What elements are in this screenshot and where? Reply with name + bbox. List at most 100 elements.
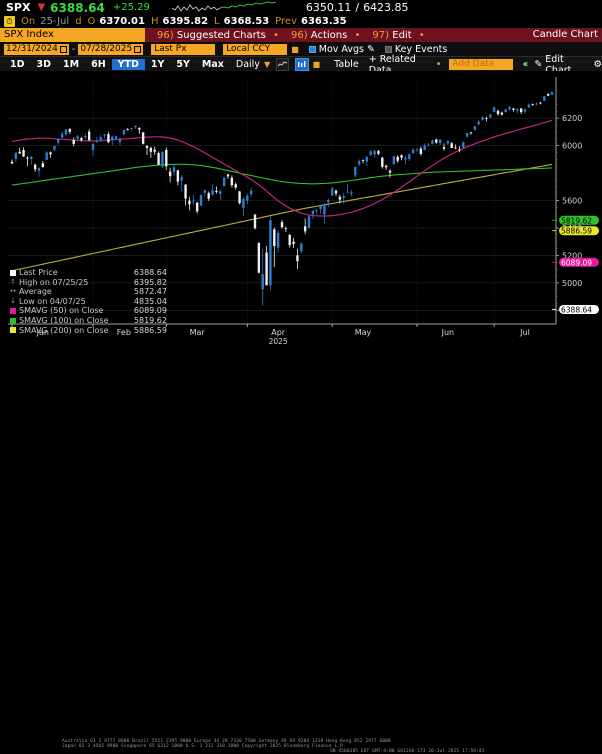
date-from-input[interactable]: 12/31/2024 [4,43,69,55]
period-max[interactable]: Max [201,59,224,70]
menu-actions[interactable]: 96) Actions • [291,30,360,41]
menu-number: 97) [372,29,390,41]
related-data-label: Related Data [368,53,416,76]
legend-row: Last Price 6388.64 [10,268,167,278]
legend-color-swatch [10,327,16,334]
chart-plot-area[interactable]: 48005000520054005600600062006388.646089.… [0,71,602,345]
interval-select[interactable]: Daily [235,59,260,70]
period-5y[interactable]: 5Y [176,59,190,70]
high-value: 6395.82 [162,16,209,27]
quote-header-row: SPX ▼ 6388.64 +25.29 6350.11 / 6423.85 [0,0,602,15]
down-arrow-icon: ▼ [37,1,46,13]
legend-row: SMAVG (200) on Close 5886.59 [10,326,167,336]
price-chart-svg: 48005000520054005600600062006388.646089.… [8,77,599,345]
legend-marker-icon: ↑ [10,277,16,286]
legend-label: SMAVG (100) on Close [19,315,109,325]
period-1d[interactable]: 1D [10,59,25,70]
period-code: d [75,16,82,27]
bar-chart-icon[interactable] [295,58,309,71]
footer-line-2: Japan 81 3 4565 8900 Singapore 65 6212 1… [62,744,346,749]
bid-ask-separator: / [355,1,360,14]
legend-value: 6388.64 [133,268,167,277]
related-data-dropdown-icon[interactable]: • [435,59,442,70]
legend-label: Last Price [19,268,58,277]
menu-label: Actions [310,29,348,41]
prev-label: Prev [275,16,297,27]
menu-label: Edit [392,29,412,41]
ohlc-header-row: ⏱ On 25-Jul d O 6370.01 H 6395.82 L 6368… [0,15,602,28]
legend-marker-icon: ↔ [10,287,16,296]
legend-value: 5886.59 [133,325,167,335]
chart-style-dropdown-icon[interactable]: ■ [312,60,321,69]
svg-text:Jan: Jan [36,328,49,337]
svg-text:Jul: Jul [519,328,530,337]
mov-avgs-toggle[interactable]: Mov Avgs ✎ [308,43,375,55]
sparkline-icon [171,1,292,14]
key-events-toggle[interactable]: Key Events [384,43,448,55]
security-input[interactable]: SPX Index [0,28,145,42]
legend-row: SMAVG (50) on Close 6089.09 [10,306,167,316]
menu-label: Suggested Charts [176,29,266,41]
calendar-icon[interactable] [134,45,142,53]
svg-text:5000: 5000 [562,279,582,288]
legend-label: Average [19,287,52,297]
currency-select[interactable]: Local CCY [223,43,288,55]
period-3d[interactable]: 3D [36,59,52,70]
legend-row: ↓ Low on 04/07/25 4835.04 [10,297,167,307]
edit-chart-button[interactable]: Edit Chart [545,53,572,76]
calendar-icon[interactable] [59,45,67,53]
pencil-icon[interactable]: ✎ [534,59,543,70]
date-to-input[interactable]: 07/28/2025 [78,43,144,55]
alert-bell-icon[interactable]: ⏱ [4,16,15,27]
interval-dropdown-icon[interactable]: ▼ [263,60,271,69]
table-button[interactable]: Table [334,59,359,70]
svg-text:May: May [355,328,372,337]
legend-color-swatch [10,317,16,324]
menu-number: 96) [157,29,174,41]
low-label: L [214,16,220,27]
period-ytd[interactable]: YTD [111,59,145,70]
add-data-input[interactable]: Add Data [449,59,513,70]
currency-dropdown-icon[interactable]: ■ [291,44,299,54]
svg-text:5200: 5200 [562,251,582,260]
price-field-select[interactable]: Last Px [151,43,216,55]
related-data-button[interactable]: + Related Data [368,53,416,76]
mov-avgs-checkbox[interactable] [308,45,316,53]
legend-value: 5819.62 [133,315,167,325]
chevron-down-icon: • [418,29,425,41]
period-1m[interactable]: 1M [63,59,80,70]
legend-marker-icon: ↓ [10,296,16,305]
menu-number: 96) [290,29,308,41]
period-6h[interactable]: 6H [91,59,106,70]
legend-row: SMAVG (100) on Close 5819.62 [10,316,167,326]
legend-label: Low on 04/07/25 [19,296,86,306]
on-date: 25-Jul [40,16,70,27]
legend-color-swatch [10,269,16,276]
low-value: 6368.53 [223,16,270,27]
gear-icon[interactable]: ⚙ [593,59,602,70]
line-chart-icon[interactable] [276,58,290,71]
legend-value: 5872.47 [133,287,167,297]
menu-suggested-charts[interactable]: 96) Suggested Charts • [157,30,279,41]
key-events-checkbox[interactable] [384,45,392,53]
period-1y[interactable]: 1Y [150,59,165,70]
menu-edit[interactable]: 97) Edit • [372,30,424,41]
double-chevron-left-icon[interactable]: « [522,59,529,70]
legend-value: 4835.04 [133,296,167,306]
pencil-icon[interactable]: ✎ [366,43,375,55]
open-value: 6370.01 [99,16,145,27]
svg-text:5819.62: 5819.62 [561,216,592,225]
mov-avgs-label: Mov Avgs [318,43,364,55]
ticker-symbol[interactable]: SPX [6,1,31,14]
svg-text:Jun: Jun [441,328,455,337]
svg-text:Feb: Feb [117,328,131,337]
legend-color-swatch [10,308,16,315]
chevron-down-icon: • [273,29,279,41]
footer-line-3: SN 4560385 EDT GMT-4:00 G612G0-173 26-Ju… [330,749,485,754]
svg-text:5600: 5600 [562,197,582,206]
legend-label: SMAVG (200) on Close [19,325,109,335]
key-events-label: Key Events [394,43,448,55]
chart-type-label: Candle Chart [532,29,598,40]
add-data-placeholder: Add Data [452,59,495,69]
